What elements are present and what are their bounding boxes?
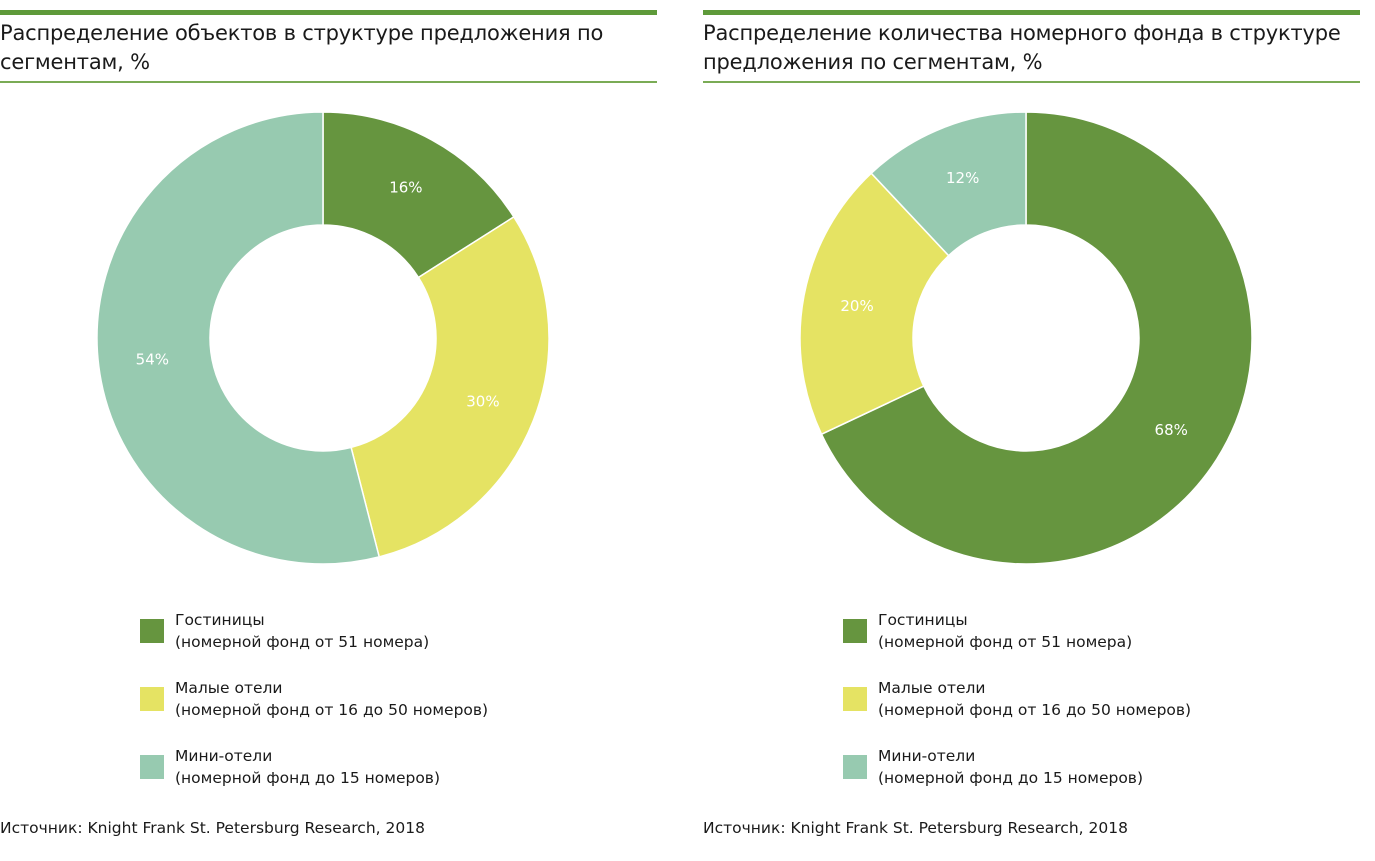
- top-accent-bar: [0, 10, 657, 15]
- legend-sublabel: (номерной фонд до 15 номеров): [878, 769, 1143, 787]
- legend-label: Мини-отели: [175, 747, 273, 765]
- slice-label-hotels: 68%: [1155, 421, 1188, 439]
- chart-title: Распределение объектов в структуре предл…: [0, 21, 604, 74]
- chart-title: Распределение количества номерного фонда…: [703, 21, 1341, 74]
- title-divider: [703, 81, 1360, 83]
- legend-label: Гостиницы: [175, 611, 265, 629]
- donut-chart-objects: 16% 30% 54%: [96, 111, 550, 565]
- slice-label-mini-hotels: 12%: [946, 169, 979, 187]
- legend-label: Малые отели: [878, 679, 986, 697]
- top-accent-bar: [703, 10, 1360, 15]
- legend-sublabel: (номерной фонд от 51 номера): [175, 633, 430, 651]
- slice-small-hotels: [350, 215, 550, 558]
- slice-small-hotels: [799, 172, 950, 436]
- legend-swatch: [843, 755, 867, 779]
- slice-label-small-hotels: 30%: [466, 392, 499, 410]
- source-note: Источник: Knight Frank St. Petersburg Re…: [0, 819, 425, 837]
- legend-label: Мини-отели: [878, 747, 976, 765]
- slice-hotels: [820, 111, 1253, 565]
- slice-label-hotels: 16%: [389, 178, 422, 196]
- legend-sublabel: (номерной фонд до 15 номеров): [175, 769, 440, 787]
- legend-swatch: [140, 755, 164, 779]
- legend-sublabel: (номерной фонд от 16 до 50 номеров): [878, 701, 1192, 719]
- slice-label-mini-hotels: 54%: [136, 351, 169, 369]
- legend-swatch: [140, 619, 164, 643]
- legend-label: Малые отели: [175, 679, 283, 697]
- legend-swatch: [843, 687, 867, 711]
- slice-hotels: [322, 111, 515, 279]
- source-note: Источник: Knight Frank St. Petersburg Re…: [703, 819, 1128, 837]
- legend-sublabel: (номерной фонд от 51 номера): [878, 633, 1133, 651]
- title-divider: [0, 81, 657, 83]
- legend-swatch: [843, 619, 867, 643]
- legend-sublabel: (номерной фонд от 16 до 50 номеров): [175, 701, 489, 719]
- slice-mini-hotels: [870, 111, 1027, 257]
- slice-mini-hotels: [96, 111, 381, 565]
- legend-label: Гостиницы: [878, 611, 968, 629]
- legend-swatch: [140, 687, 164, 711]
- chart-panel-rooms: Распределение количества номерного фонда…: [703, 0, 1360, 861]
- donut-chart-rooms: 68% 20% 12%: [799, 111, 1253, 565]
- slice-label-small-hotels: 20%: [840, 297, 873, 315]
- chart-panel-objects: Распределение объектов в структуре предл…: [0, 0, 657, 861]
